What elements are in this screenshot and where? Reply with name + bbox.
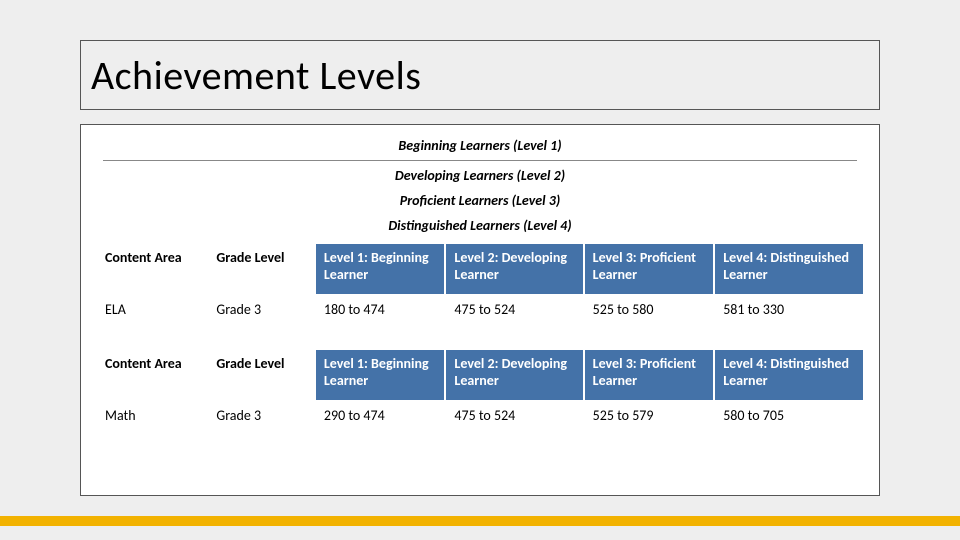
col-grade-level: Grade Level (207, 243, 315, 295)
table-header-row: Content Area Grade Level Level 1: Beginn… (96, 243, 864, 295)
cell-grade: Grade 3 (207, 401, 315, 445)
ela-table: Content Area Grade Level Level 1: Beginn… (95, 242, 865, 340)
math-table: Content Area Grade Level Level 1: Beginn… (95, 348, 865, 446)
col-level3: Level 3: Proficient Learner (584, 243, 715, 295)
table-header-row: Content Area Grade Level Level 1: Beginn… (96, 349, 864, 401)
level-label-2: Developing Learners (Level 2) (81, 163, 879, 188)
cell-l3: 525 to 580 (584, 295, 715, 339)
level-label-4: Distinguished Learners (Level 4) (81, 213, 879, 238)
col-level1: Level 1: Beginning Learner (315, 243, 446, 295)
col-level2: Level 2: Developing Learner (445, 349, 583, 401)
col-level1: Level 1: Beginning Learner (315, 349, 446, 401)
cell-content-area: Math (96, 401, 207, 445)
level-label-3: Proficient Learners (Level 3) (81, 188, 879, 213)
cell-content-area: ELA (96, 295, 207, 339)
cell-l3: 525 to 579 (584, 401, 715, 445)
col-grade-level: Grade Level (207, 349, 315, 401)
title-container: Achievement Levels (80, 40, 880, 110)
col-level4: Level 4: Distinguished Learner (714, 243, 864, 295)
table-row: Math Grade 3 290 to 474 475 to 524 525 t… (96, 401, 864, 445)
col-content-area: Content Area (96, 243, 207, 295)
slide: Achievement Levels Beginning Learners (L… (0, 0, 960, 540)
col-content-area: Content Area (96, 349, 207, 401)
cell-l1: 290 to 474 (315, 401, 446, 445)
page-title: Achievement Levels (91, 51, 421, 100)
col-level4: Level 4: Distinguished Learner (714, 349, 864, 401)
content-container: Beginning Learners (Level 1) Developing … (80, 124, 880, 496)
tables-wrapper: Content Area Grade Level Level 1: Beginn… (81, 242, 879, 446)
cell-l2: 475 to 524 (445, 295, 583, 339)
accent-bar (0, 516, 960, 526)
cell-l1: 180 to 474 (315, 295, 446, 339)
cell-l4: 580 to 705 (714, 401, 864, 445)
col-level3: Level 3: Proficient Learner (584, 349, 715, 401)
levels-list: Beginning Learners (Level 1) Developing … (81, 125, 879, 242)
cell-grade: Grade 3 (207, 295, 315, 339)
col-level2: Level 2: Developing Learner (445, 243, 583, 295)
level-label-1: Beginning Learners (Level 1) (103, 133, 857, 161)
cell-l2: 475 to 524 (445, 401, 583, 445)
table-row: ELA Grade 3 180 to 474 475 to 524 525 to… (96, 295, 864, 339)
cell-l4: 581 to 330 (714, 295, 864, 339)
